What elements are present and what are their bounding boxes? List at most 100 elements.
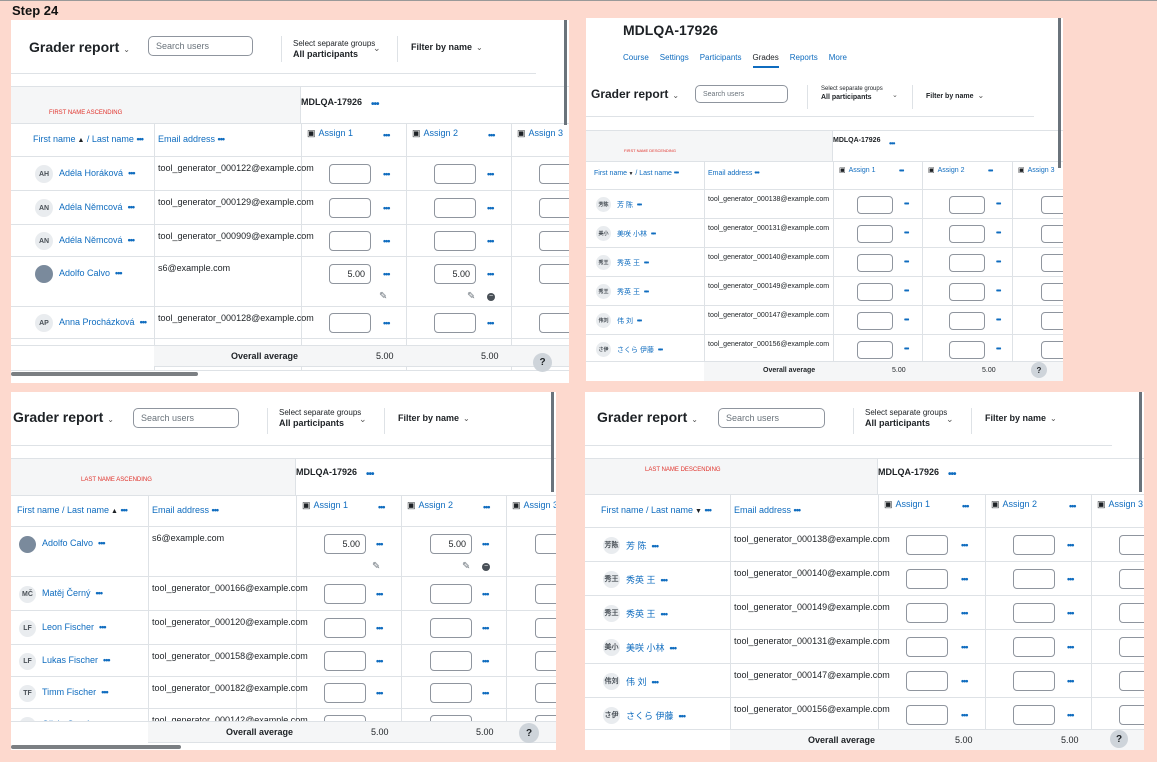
nav-settings[interactable]: Settings [659, 53, 689, 62]
assign-2-header[interactable]: ▣ Assign 2 [928, 166, 964, 174]
student-name-link[interactable]: さくら 伊藤 [626, 711, 674, 721]
more-icon[interactable]: ••• [657, 346, 663, 354]
grade-input[interactable] [857, 253, 893, 272]
student-name[interactable]: Adéla Němcová ••• [59, 235, 135, 245]
more-icon[interactable]: ••• [988, 168, 993, 175]
more-icon[interactable]: ••• [128, 168, 136, 178]
student-name[interactable]: Adéla Horáková ••• [59, 168, 136, 178]
grade-input[interactable] [1013, 705, 1055, 725]
cell-menu-icon[interactable]: ••• [904, 258, 909, 266]
student-name[interactable]: さくら 伊藤 ••• [617, 345, 663, 355]
cell-menu-icon[interactable]: ••• [961, 540, 969, 550]
more-icon[interactable]: ••• [139, 317, 148, 327]
grade-input[interactable] [434, 231, 476, 251]
grade-input[interactable] [539, 231, 569, 251]
student-name-link[interactable]: Adéla Horáková [59, 168, 124, 178]
student-name[interactable]: Matěj Černý ••• [42, 588, 103, 598]
cell-menu-icon[interactable]: ••• [376, 589, 384, 599]
last-name-sort[interactable]: Last name [639, 170, 672, 177]
course-menu-icon[interactable]: ••• [366, 469, 374, 480]
grade-input[interactable] [1013, 535, 1055, 555]
more-icon[interactable]: ••• [127, 202, 136, 212]
student-name[interactable]: 伟 刘 ••• [626, 675, 659, 688]
cell-menu-icon[interactable]: ••• [383, 236, 391, 246]
grader-report-title[interactable]: Grader report ⌄ [597, 409, 698, 425]
more-icon[interactable]: ••• [643, 259, 649, 267]
cell-menu-icon[interactable]: ••• [376, 539, 384, 549]
grade-input[interactable] [949, 195, 985, 214]
student-name[interactable]: Adolfo Calvo ••• [59, 268, 123, 278]
grade-input[interactable] [1119, 603, 1144, 623]
filter-by-name-button[interactable]: Filter by name ⌄ [926, 91, 984, 100]
cell-menu-icon[interactable]: ••• [1067, 676, 1075, 686]
nav-more[interactable]: More [828, 53, 847, 62]
grade-input[interactable] [535, 683, 556, 703]
grade-input[interactable] [539, 164, 569, 184]
more-icon[interactable]: ••• [378, 502, 386, 512]
grade-input[interactable] [949, 253, 985, 272]
grade-input[interactable] [430, 683, 472, 703]
more-icon[interactable]: ••• [660, 609, 669, 619]
grade-input[interactable] [1041, 195, 1063, 214]
search-input[interactable]: Search users [695, 85, 788, 103]
more-icon[interactable]: ••• [660, 575, 669, 585]
name-column-header[interactable]: First name / Last name ▲ ••• [17, 504, 128, 515]
more-icon[interactable]: ••• [99, 622, 107, 632]
cell-menu-icon[interactable]: ••• [996, 229, 1001, 237]
grade-input[interactable]: 5.00 [324, 534, 366, 554]
name-column-header[interactable]: First name ▼ / Last name ••• [594, 170, 679, 177]
cell-menu-icon[interactable]: ••• [376, 688, 384, 698]
student-name[interactable]: Anna Procházková ••• [59, 317, 148, 327]
cell-menu-icon[interactable]: ••• [996, 316, 1001, 324]
more-icon[interactable]: ••• [98, 538, 106, 548]
name-column-header[interactable]: First name / Last name ▼ ••• [601, 504, 712, 515]
student-name[interactable]: Lukas Fischer ••• [42, 655, 111, 665]
grade-input[interactable] [535, 584, 556, 604]
grade-input[interactable] [324, 651, 366, 671]
group-selector[interactable]: Select separate groups All participants [865, 408, 947, 429]
more-icon[interactable]: ••• [103, 655, 111, 665]
nav-course[interactable]: Course [623, 53, 649, 62]
grade-input[interactable] [857, 282, 893, 301]
help-button[interactable]: ? [533, 353, 552, 372]
more-icon[interactable]: ••• [483, 502, 491, 512]
last-name-sort[interactable]: Last name [67, 504, 110, 515]
cell-menu-icon[interactable]: ••• [961, 608, 969, 618]
grade-input[interactable]: 5.00 [329, 264, 371, 284]
cell-menu-icon[interactable]: ••• [996, 200, 1001, 208]
search-input[interactable]: Search users [133, 408, 239, 428]
more-icon[interactable]: ••• [211, 504, 220, 515]
grade-input[interactable]: 5.00 [434, 264, 476, 284]
student-name-link[interactable]: 伟 刘 [617, 317, 633, 325]
grade-input[interactable] [434, 164, 476, 184]
grade-input[interactable] [1041, 311, 1063, 330]
email-column-header[interactable]: Email address ••• [734, 505, 801, 515]
first-name-sort[interactable]: First name [594, 170, 628, 177]
student-name[interactable]: Adolfo Calvo ••• [42, 538, 106, 548]
search-input[interactable]: Search users [718, 408, 825, 428]
cell-menu-icon[interactable]: ••• [904, 316, 909, 324]
filter-by-name-button[interactable]: Filter by name ⌄ [398, 413, 470, 423]
student-name[interactable]: Adéla Němcová ••• [59, 202, 136, 212]
cell-menu-icon[interactable]: ••• [961, 676, 969, 686]
more-icon[interactable]: ••• [650, 230, 656, 238]
grade-input[interactable] [324, 584, 366, 604]
cell-menu-icon[interactable]: ••• [376, 623, 384, 633]
help-button[interactable]: ? [1031, 362, 1047, 378]
assign-2-header[interactable]: ▣ Assign 2 [407, 500, 453, 511]
cell-menu-icon[interactable]: ••• [487, 203, 495, 213]
grade-input[interactable] [1041, 253, 1063, 272]
grade-input[interactable] [329, 231, 371, 251]
grade-input[interactable] [535, 618, 556, 638]
grade-input[interactable]: 5.00 [430, 534, 472, 554]
grade-input[interactable] [1041, 224, 1063, 243]
student-name[interactable]: 美咲 小林 ••• [626, 641, 677, 654]
cell-menu-icon[interactable]: ••• [482, 656, 490, 666]
cell-menu-icon[interactable]: ••• [904, 200, 909, 208]
filter-by-name-button[interactable]: Filter by name ⌄ [411, 42, 483, 52]
grade-input[interactable] [430, 651, 472, 671]
student-name[interactable]: 秀英 王 ••• [617, 258, 649, 268]
student-name-link[interactable]: 芳 陈 [617, 201, 633, 209]
grade-input[interactable] [1041, 282, 1063, 301]
cell-menu-icon[interactable]: ••• [482, 623, 490, 633]
